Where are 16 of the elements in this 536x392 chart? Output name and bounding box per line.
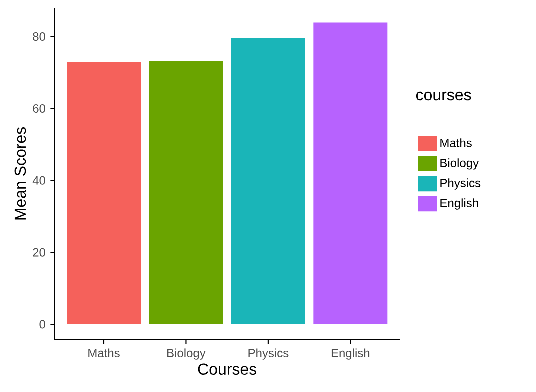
x-tick-label: Physics <box>248 348 289 360</box>
y-tick-label: 60 <box>33 104 46 113</box>
legend-label: Physics <box>440 178 481 190</box>
x-axis-title: Courses <box>198 364 257 376</box>
y-tick-label: 40 <box>32 176 46 185</box>
y-tick-label: 20 <box>33 248 46 257</box>
x-tick-label: English <box>332 348 370 360</box>
x-tick-label: Biology <box>168 348 206 360</box>
legend-label: Maths <box>440 138 472 148</box>
legend-label: Biology <box>440 158 480 170</box>
y-tick-label: 80 <box>33 32 46 42</box>
legend-label: English <box>440 198 478 210</box>
y-axis-title: Mean Scores <box>14 127 26 220</box>
legend-title: courses <box>416 92 472 101</box>
x-tick-label: Maths <box>88 348 120 358</box>
y-tick-label: 0 <box>40 320 46 329</box>
